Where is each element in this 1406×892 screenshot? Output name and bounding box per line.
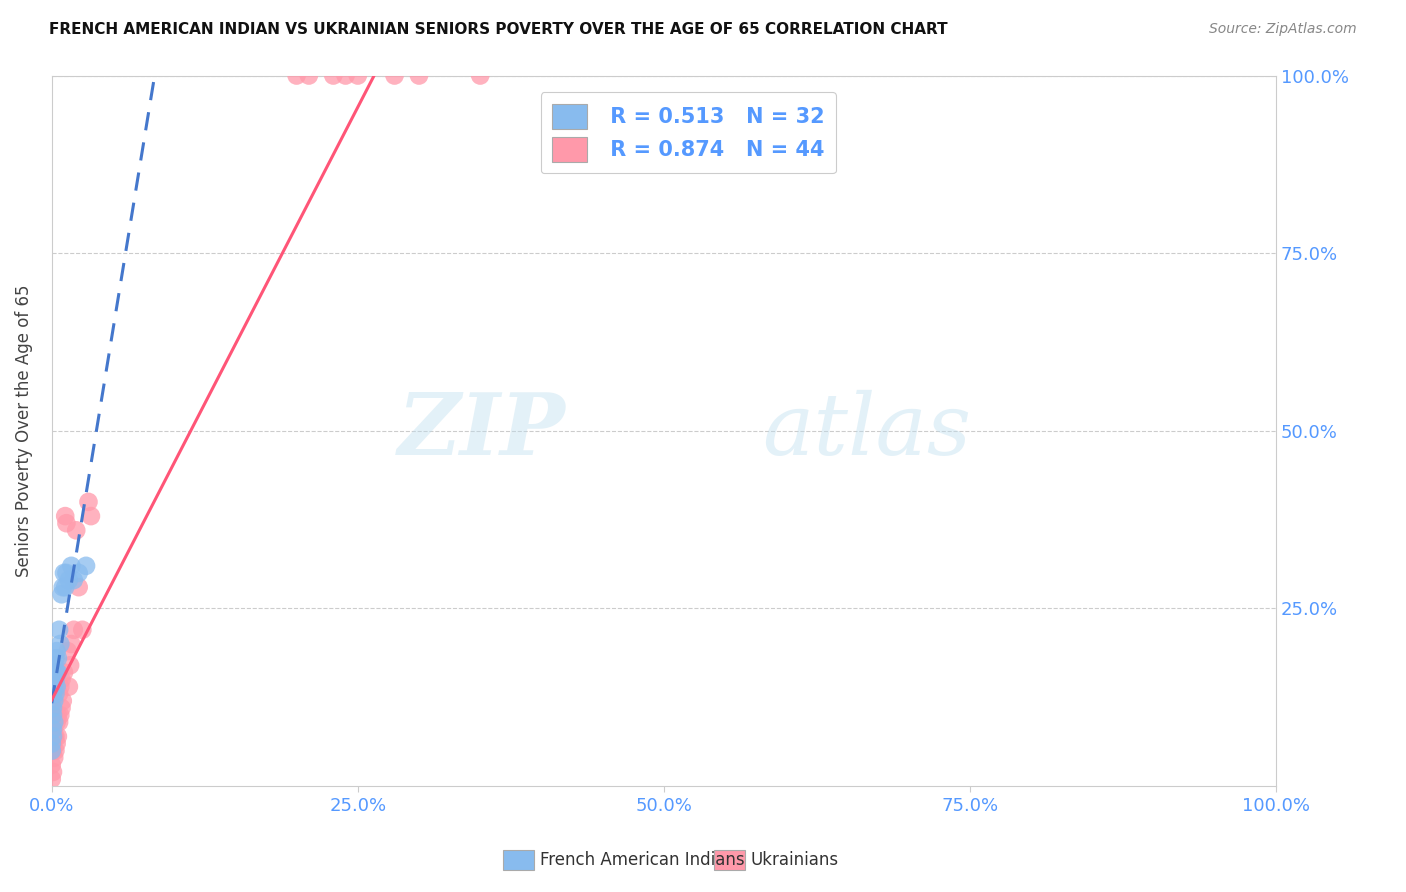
Point (67, 580, 90, 594)
Point (60, 558, 83, 573)
Point (346, 69, 368, 83)
Point (44, 730, 66, 744)
Legend:  R = 0.513   N = 32,  R = 0.874   N = 44: R = 0.513 N = 32, R = 0.874 N = 44 (540, 93, 837, 173)
Point (53, 665, 76, 680)
Point (44, 694, 66, 708)
Point (53, 566, 76, 580)
Point (53, 509, 76, 524)
Point (45, 665, 67, 680)
Point (67, 566, 90, 580)
Point (60, 637, 83, 651)
Point (59, 658, 82, 673)
Point (46, 730, 69, 744)
Point (384, 69, 406, 83)
Point (77, 495, 100, 509)
Point (48, 687, 70, 701)
Point (51, 587, 73, 601)
Point (80, 509, 103, 524)
Point (45, 715, 67, 730)
Point (42, 687, 65, 701)
Point (44, 715, 66, 730)
Point (65, 524, 87, 538)
Point (51, 673, 73, 687)
Point (46, 651, 69, 665)
Point (52, 694, 75, 708)
Point (42, 730, 65, 744)
Point (55, 566, 77, 580)
Point (56, 644, 79, 658)
Point (44, 687, 66, 701)
Point (44, 708, 66, 723)
Point (46, 665, 69, 680)
Point (44, 715, 66, 730)
Point (322, 69, 344, 83)
Point (42, 764, 65, 779)
Point (58, 573, 80, 587)
Point (48, 715, 70, 730)
Point (44, 730, 66, 744)
Text: atlas: atlas (762, 390, 972, 472)
Point (41, 737, 63, 751)
Point (44, 743, 66, 757)
Point (49, 708, 72, 723)
Y-axis label: Seniors Poverty Over the Age of 65: Seniors Poverty Over the Age of 65 (15, 285, 32, 577)
Point (49, 680, 72, 694)
Text: Ukrainians: Ukrainians (751, 851, 839, 869)
Point (44, 673, 66, 687)
Point (46, 708, 69, 723)
Point (62, 573, 84, 587)
Point (42, 708, 65, 723)
Point (75, 558, 97, 573)
Point (44, 651, 66, 665)
Point (335, 69, 357, 83)
Point (42, 701, 65, 715)
Point (55, 516, 77, 531)
Point (49, 637, 72, 651)
Text: ZIP: ZIP (398, 389, 567, 473)
Text: French American Indians: French American Indians (540, 851, 745, 869)
Point (58, 680, 80, 694)
Point (44, 680, 66, 694)
Point (62, 623, 84, 637)
Point (45, 644, 67, 658)
Point (51, 701, 73, 715)
Text: Source: ZipAtlas.com: Source: ZipAtlas.com (1209, 22, 1357, 37)
Point (42, 723, 65, 737)
Point (42, 737, 65, 751)
Point (42, 743, 65, 757)
Point (470, 69, 492, 83)
Text: FRENCH AMERICAN INDIAN VS UKRAINIAN SENIORS POVERTY OVER THE AGE OF 65 CORRELATI: FRENCH AMERICAN INDIAN VS UKRAINIAN SENI… (49, 22, 948, 37)
Point (52, 580, 75, 594)
Point (44, 750, 66, 764)
Point (285, 69, 308, 83)
Point (45, 680, 67, 694)
Point (42, 723, 65, 737)
Point (41, 757, 63, 772)
Point (44, 673, 66, 687)
Point (408, 69, 430, 83)
Point (41, 772, 63, 786)
Point (41, 743, 63, 757)
Point (72, 623, 94, 637)
Point (53, 580, 76, 594)
Point (298, 69, 321, 83)
Point (48, 623, 70, 637)
Point (45, 737, 67, 751)
Point (44, 658, 66, 673)
